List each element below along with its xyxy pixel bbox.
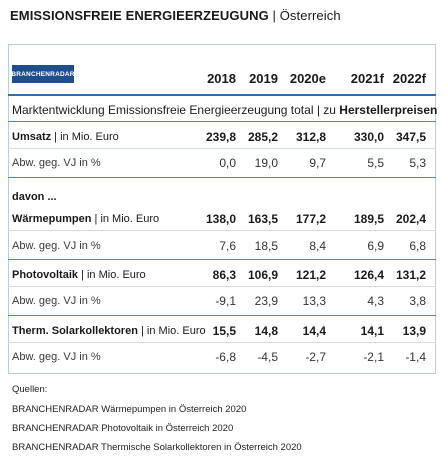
value-cell: 285,2	[247, 130, 278, 144]
row-name: Therm. Solarkollektoren	[12, 325, 138, 337]
row-unit: | in Mio. Euro	[137, 325, 206, 337]
change-cell: 7,6	[219, 239, 236, 253]
change-cell: 5,5	[367, 156, 384, 170]
subtitle-divider	[8, 121, 436, 122]
year-header: 2020e	[289, 71, 326, 86]
change-cell: 8,4	[309, 239, 326, 253]
davon-label: davon ...	[12, 191, 57, 203]
logo-text: BRANCHENRADAR	[11, 70, 75, 78]
page-title: EMISSIONSFREIE ENERGIEERZEUGUNG | Österr…	[10, 8, 341, 23]
subtitle-prefix: Marktentwicklung Emissionsfreie Energiee…	[12, 103, 340, 117]
value-cell: 138,0	[205, 212, 236, 226]
change-cell: -1,4	[405, 350, 426, 364]
value-cell: 121,2	[295, 268, 326, 282]
value-cell: 312,8	[295, 130, 326, 144]
source-item: BRANCHENRADAR Photovoltaik in Österreich…	[12, 423, 234, 434]
row-unit: | in Mio. Euro	[78, 269, 146, 281]
change-cell: 6,8	[409, 239, 426, 253]
change-cell: -2,1	[363, 350, 384, 364]
change-cell: 3,8	[409, 294, 426, 308]
row-divider	[8, 342, 436, 343]
change-cell: 23,9	[254, 294, 278, 308]
change-label: Abw. geg. VJ in %	[12, 157, 101, 169]
section-divider	[8, 315, 436, 316]
row-label-waermepumpen: Wärmepumpen | in Mio. Euro	[12, 213, 159, 225]
row-label-photovoltaik: Photovoltaik | in Mio. Euro	[12, 269, 146, 281]
value-cell: 189,5	[353, 212, 384, 226]
table-frame	[8, 44, 436, 374]
year-header: 2022f	[392, 71, 426, 86]
source-item: BRANCHENRADAR Thermische Solarkollektore…	[12, 442, 302, 453]
source-item: BRANCHENRADAR Wärmepumpen in Österreich …	[12, 404, 247, 415]
row-name: Umsatz	[12, 131, 52, 143]
title-main: EMISSIONSFREIE ENERGIEERZEUGUNG	[10, 8, 269, 23]
value-cell: 177,2	[295, 212, 326, 226]
table-subtitle: Marktentwicklung Emissionsfreie Energiee…	[12, 103, 437, 117]
change-cell: 4,3	[367, 294, 384, 308]
year-header: 2019	[249, 71, 278, 86]
value-cell: 347,5	[395, 130, 426, 144]
change-cell: 5,3	[409, 156, 426, 170]
header-divider	[8, 94, 436, 96]
change-label: Abw. geg. VJ in %	[12, 240, 101, 252]
value-cell: 14,1	[360, 324, 384, 338]
year-header: 2021f	[350, 71, 384, 86]
change-cell: 9,7	[309, 156, 326, 170]
change-cell: 0,0	[219, 156, 236, 170]
value-cell: 202,4	[395, 212, 426, 226]
row-divider	[8, 148, 436, 149]
value-cell: 106,9	[247, 268, 278, 282]
value-cell: 14,4	[302, 324, 326, 338]
title-region: Österreich	[279, 8, 341, 23]
value-cell: 330,0	[353, 130, 384, 144]
change-cell: 18,5	[254, 239, 278, 253]
change-cell: 6,9	[367, 239, 384, 253]
change-cell: 19,0	[254, 156, 278, 170]
change-label: Abw. geg. VJ in %	[12, 351, 101, 363]
branchenradar-logo: BRANCHENRADAR	[11, 65, 75, 83]
row-label-solarkollektoren: Therm. Solarkollektoren | in Mio. Euro	[12, 325, 206, 337]
change-label: Abw. geg. VJ in %	[12, 295, 101, 307]
change-cell: -6,8	[215, 350, 236, 364]
value-cell: 14,8	[254, 324, 278, 338]
row-name: Photovoltaik	[12, 269, 79, 281]
value-cell: 131,2	[395, 268, 426, 282]
value-cell: 239,8	[205, 130, 236, 144]
row-label-umsatz: Umsatz | in Mio. Euro	[12, 131, 119, 143]
value-cell: 15,5	[212, 324, 236, 338]
change-cell: -4,5	[257, 350, 278, 364]
row-unit: | in Mio. Euro	[91, 213, 160, 225]
subtitle-bold: Herstellerpreisen	[339, 103, 438, 117]
value-cell: 126,4	[353, 268, 384, 282]
change-cell: -2,7	[305, 350, 326, 364]
sources-heading: Quellen:	[12, 384, 48, 395]
change-cell: 13,3	[302, 294, 326, 308]
title-separator: |	[268, 8, 280, 23]
change-cell: -9,1	[215, 294, 236, 308]
value-cell: 86,3	[212, 268, 236, 282]
row-name: Wärmepumpen	[12, 213, 92, 225]
year-header: 2018	[207, 71, 236, 86]
row-divider	[8, 230, 436, 231]
value-cell: 13,9	[402, 324, 426, 338]
section-divider	[8, 259, 436, 260]
value-cell: 163,5	[247, 212, 278, 226]
section-divider	[8, 177, 436, 178]
row-unit: | in Mio. Euro	[51, 131, 119, 143]
row-divider	[8, 286, 436, 287]
